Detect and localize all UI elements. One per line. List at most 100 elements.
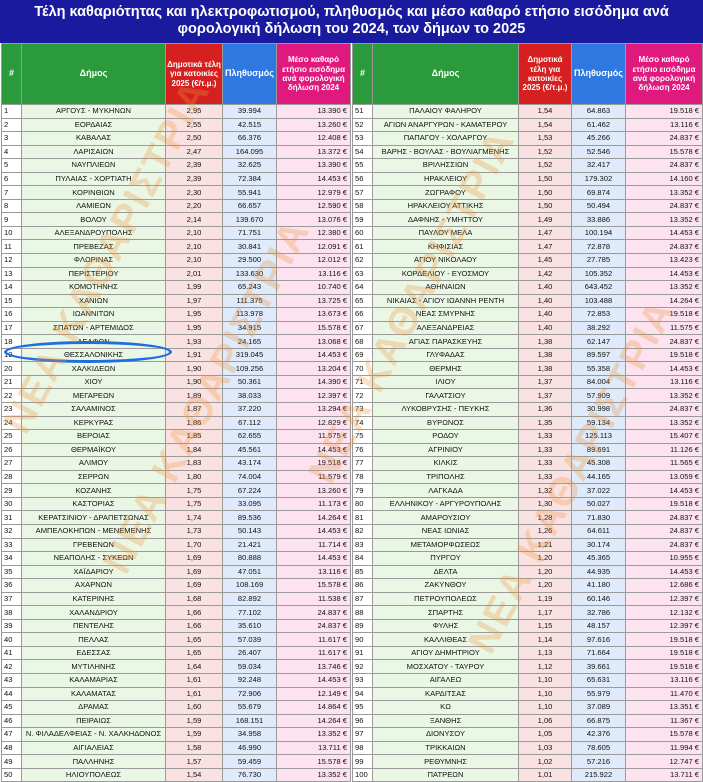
table-row: 89 ΦΥΛΗΣ 1,15 48.157 12.397 € (352, 618, 703, 634)
population-value: 71.664 (571, 645, 626, 661)
row-number: 9 (1, 212, 22, 227)
municipality-name: ΑΙΓΑΛΕΩ (372, 672, 519, 688)
fee-value: 1,35 (518, 415, 572, 431)
row-number: 49 (1, 754, 22, 769)
municipality-name: ΑΡΓΟΥΣ - ΜΥΚΗΝΩΝ (21, 104, 166, 119)
table-row: 57 ΖΩΓΡΑΦΟΥ 1,50 69.874 13.352 € (352, 185, 703, 200)
population-value: 50.027 (571, 496, 626, 512)
fee-value: 1,33 (518, 429, 572, 444)
row-number: 3 (1, 131, 22, 146)
population-value: 76.730 (222, 767, 277, 782)
row-number: 37 (1, 591, 22, 607)
income-value: 11.367 € (625, 713, 703, 729)
row-number: 29 (1, 483, 22, 498)
income-value: 11.579 € (276, 469, 351, 485)
table-row: 3 ΚΑΒΑΛΑΣ 2,50 66.376 12.408 € (1, 131, 351, 146)
income-value: 15.578 € (625, 144, 703, 160)
row-number: 86 (352, 578, 373, 593)
row-number: 55 (352, 158, 373, 173)
municipality-name: ΑΜΑΡΟΥΣΙΟΥ (372, 510, 519, 525)
fee-value: 1,32 (518, 483, 572, 498)
income-value: 12.012 € (276, 253, 351, 268)
fee-value: 1,99 (165, 280, 223, 295)
fee-value: 1,95 (165, 320, 223, 336)
row-number: 91 (352, 645, 373, 661)
row-number: 22 (1, 388, 22, 404)
fee-value: 1,36 (518, 402, 572, 417)
population-value: 52.546 (571, 144, 626, 160)
table-row: 25 ΒΕΡΟΙΑΣ 1,85 62.655 11.575 € (1, 429, 351, 444)
header-income: Μέσο καθαρό ετήσιο εισόδημα ανά φορολογι… (625, 43, 703, 105)
municipality-name: ΠΕΛΛΑΣ (21, 632, 166, 647)
municipality-name: ΝΕΑΣ ΣΜΥΡΝΗΣ (372, 307, 519, 322)
fee-value: 2,10 (165, 239, 223, 254)
row-number: 93 (352, 672, 373, 688)
table-row: 77 ΚΙΛΚΙΣ 1,33 45.308 11.565 € (352, 456, 703, 471)
municipality-name: ΚΑΛΑΜΑΡΙΑΣ (21, 672, 166, 688)
fee-value: 1,12 (518, 659, 572, 674)
population-value: 100.194 (571, 225, 626, 241)
fee-value: 1,40 (518, 307, 572, 322)
population-value: 34.915 (222, 320, 277, 336)
population-value: 643.452 (571, 280, 626, 295)
municipality-name: ΑΓΡΙΝΙΟΥ (372, 442, 519, 458)
income-value: 24.837 € (625, 239, 703, 254)
header-income: Μέσο καθαρό ετήσιο εισόδημα ανά φορολογι… (276, 43, 351, 105)
population-value: 45.561 (222, 442, 277, 458)
row-number: 14 (1, 280, 22, 295)
municipality-name: ΚΟΡΔΕΛΙΟΥ - ΕΥΟΣΜΟΥ (372, 266, 519, 282)
income-value: 12.590 € (276, 198, 351, 214)
fee-value: 1,30 (518, 496, 572, 512)
table-row: 62 ΑΓΙΟΥ ΝΙΚΟΛΑΟΥ 1,45 27.785 13.423 € (352, 253, 703, 268)
population-value: 55.679 (222, 700, 277, 715)
table-row: 17 ΣΠΑΤΩΝ - ΑΡΤΕΜΙΔΟΣ 1,95 34.915 15.578 € (1, 320, 351, 336)
table-row: 85 ΔΕΛΤΑ 1,20 44.935 14.453 € (352, 564, 703, 580)
population-value: 92.248 (222, 672, 277, 688)
municipality-name: ΓΛΥΦΑΔΑΣ (372, 347, 519, 363)
income-value: 13.725 € (276, 293, 351, 309)
table-row: 56 ΗΡΑΚΛΕΙΟΥ 1,50 179.302 14.160 € (352, 171, 703, 187)
income-value: 13.711 € (625, 767, 703, 782)
fee-value: 2,47 (165, 144, 223, 160)
municipality-name: ΑΛΙΜΟΥ (21, 456, 166, 471)
table-row: 50 ΗΛΙΟΥΠΟΛΕΩΣ 1,54 76.730 13.352 € (1, 767, 351, 782)
row-number: 94 (352, 686, 373, 702)
row-number: 68 (352, 334, 373, 349)
income-value: 13.059 € (625, 469, 703, 485)
fee-value: 1,80 (165, 469, 223, 485)
population-value: 50.361 (222, 374, 277, 390)
table-row: 45 ΔΡΑΜΑΣ 1,60 55.679 14.864 € (1, 700, 351, 715)
table-row: 1 ΑΡΓΟΥΣ - ΜΥΚΗΝΩΝ 2,95 39.994 13.390 € (1, 104, 351, 119)
municipality-name: ΠΑΛΑΙΟΥ ΦΑΛΗΡΟΥ (372, 104, 519, 119)
income-value: 13.746 € (276, 659, 351, 674)
row-number: 11 (1, 239, 22, 254)
population-value: 65.631 (571, 672, 626, 688)
municipality-name: ΒΕΡΟΙΑΣ (21, 429, 166, 444)
table-right: # Δήμος Δημοτικά τέλη για κατοικίες 2025… (352, 43, 703, 782)
population-value: 105.352 (571, 266, 626, 282)
population-value: 111.375 (222, 293, 277, 309)
table-row: 2 ΕΟΡΔΑΙΑΣ 2,55 42.515 13.260 € (1, 117, 351, 133)
fee-value: 1,52 (518, 158, 572, 173)
row-number: 85 (352, 564, 373, 580)
population-value: 38.292 (571, 320, 626, 336)
population-value: 80.888 (222, 551, 277, 566)
fee-value: 1,03 (518, 740, 572, 756)
population-value: 46.990 (222, 740, 277, 756)
table-row: 80 ΕΛΛΗΝΙΚΟΥ - ΑΡΓΥΡΟΥΠΟΛΗΣ 1,30 50.027 19.5… (352, 496, 703, 512)
municipality-name: ΜΕΓΑΡΕΩΝ (21, 388, 166, 404)
row-number: 90 (352, 632, 373, 647)
fee-value: 1,37 (518, 374, 572, 390)
income-value: 13.068 € (276, 334, 351, 349)
row-number: 36 (1, 578, 22, 593)
fee-value: 1,28 (518, 510, 572, 525)
table-row: 98 ΤΡΙΚΚΑΙΩΝ 1,03 78.605 11.994 € (352, 740, 703, 756)
population-value: 30.841 (222, 239, 277, 254)
table-row: 6 ΠΥΛΑΙΑΣ - ΧΟΡΤΙΑΤΗ 2,39 72.384 14.453 € (1, 171, 351, 187)
fee-value: 1,54 (518, 117, 572, 133)
row-number: 27 (1, 456, 22, 471)
population-value: 74.004 (222, 469, 277, 485)
income-value: 11.575 € (276, 429, 351, 444)
income-value: 24.837 € (625, 334, 703, 349)
